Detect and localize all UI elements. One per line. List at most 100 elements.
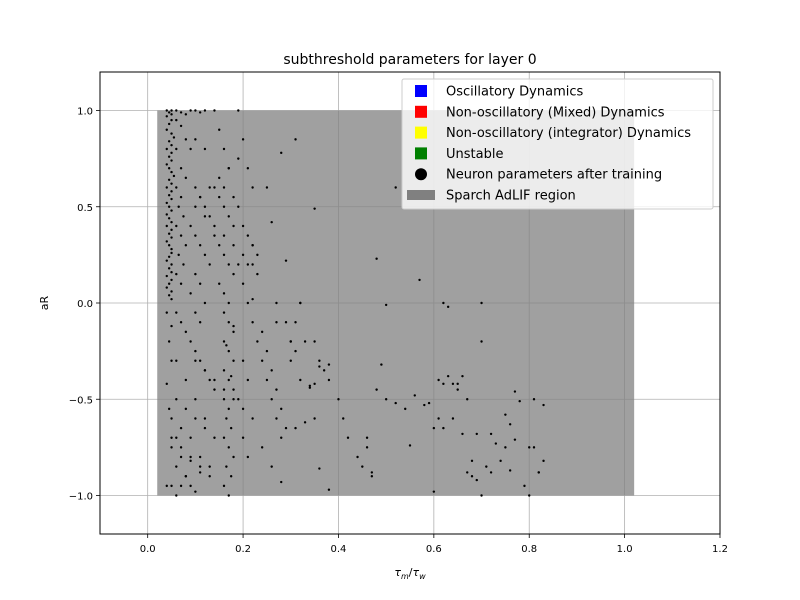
scatter-point: [175, 224, 178, 228]
scatter-point: [237, 398, 240, 401]
scatter-point: [370, 471, 374, 474]
scatter-point: [179, 455, 183, 459]
scatter-point: [284, 426, 288, 430]
scatter-point: [256, 253, 259, 257]
scatter-point: [194, 398, 197, 401]
scatter-point: [227, 167, 230, 170]
scatter-point: [451, 382, 455, 386]
scatter-point: [165, 259, 168, 262]
scatter-point: [423, 403, 426, 407]
scatter-point: [280, 480, 283, 484]
scatter-point: [175, 494, 178, 497]
scatter-point: [184, 330, 188, 334]
scatter-point: [275, 388, 278, 391]
x-tick-label: 1.0: [617, 544, 633, 555]
scatter-point: [175, 465, 178, 468]
scatter-point: [203, 253, 207, 257]
scatter-point: [513, 438, 517, 441]
scatter-point: [480, 301, 483, 305]
scatter-point: [237, 157, 240, 160]
scatter-point: [227, 321, 230, 324]
scatter-point: [208, 475, 211, 478]
scatter-point: [361, 465, 364, 468]
y-tick-label: −1.0: [69, 492, 93, 503]
scatter-point: [284, 321, 288, 324]
scatter-point: [189, 340, 192, 343]
scatter-point: [237, 205, 240, 208]
scatter-point: [198, 465, 202, 468]
scatter-point: [170, 197, 173, 201]
scatter-point: [227, 407, 230, 411]
scatter-point: [189, 109, 192, 112]
scatter-point: [342, 417, 345, 420]
scatter-point: [229, 426, 233, 430]
scatter-point: [532, 398, 536, 401]
scatter-point: [303, 421, 307, 424]
scatter-point: [175, 109, 178, 112]
scatter-point: [179, 195, 183, 199]
scatter-point: [189, 436, 192, 439]
y-tick-label: 1.0: [77, 107, 93, 118]
scatter-point: [179, 484, 183, 488]
scatter-point: [504, 446, 507, 449]
scatter-point: [251, 417, 254, 420]
scatter-point: [170, 446, 173, 449]
scatter-point: [313, 340, 316, 343]
scatter-point: [184, 176, 188, 180]
scatter-point: [322, 369, 326, 372]
y-tick-label: 0.5: [77, 203, 93, 214]
scatter-point: [408, 444, 412, 447]
scatter-point: [470, 459, 474, 463]
scatter-point: [203, 417, 207, 420]
scatter-point: [494, 442, 498, 445]
scatter-point: [170, 251, 173, 255]
scatter-point: [165, 286, 168, 289]
scatter-point: [225, 417, 228, 420]
scatter-point: [165, 115, 168, 118]
scatter-point: [432, 490, 436, 493]
legend-label: Sparch AdLIF region: [446, 189, 576, 204]
scatter-point: [508, 469, 512, 472]
scatter-point: [208, 263, 211, 266]
scatter-point: [256, 272, 259, 276]
scatter-point: [208, 186, 211, 189]
scatter-point: [318, 467, 321, 470]
scatter-point: [284, 259, 288, 262]
scatter-point: [170, 151, 173, 155]
scatter-point: [175, 436, 178, 439]
scatter-point: [542, 403, 545, 407]
scatter-point: [222, 205, 226, 208]
scatter-point: [170, 170, 173, 174]
scatter-point: [170, 132, 173, 135]
scatter-point: [189, 147, 192, 151]
scatter-point: [246, 234, 250, 237]
scatter-point: [198, 321, 202, 324]
scatter-point: [241, 253, 245, 257]
scatter-point: [370, 475, 374, 478]
scatter-point: [227, 215, 230, 218]
scatter-point: [165, 186, 168, 189]
scatter-point: [489, 471, 493, 474]
scatter-point: [542, 459, 545, 463]
scatter-point: [485, 465, 488, 468]
scatter-point: [167, 111, 171, 114]
scatter-point: [508, 423, 512, 426]
scatter-point: [294, 321, 297, 324]
scatter-point: [167, 244, 171, 247]
scatter-point: [167, 407, 171, 411]
scatter-point: [466, 398, 469, 401]
scatter-point: [275, 301, 278, 305]
legend-label: Oscillatory Dynamics: [446, 85, 584, 100]
scatter-point: [218, 244, 221, 247]
scatter-point: [194, 272, 197, 276]
scatter-point: [251, 186, 254, 189]
scatter-point: [203, 109, 207, 112]
scatter-point: [246, 263, 250, 266]
scatter-point: [289, 340, 292, 343]
scatter-point: [313, 382, 316, 386]
scatter-point: [198, 244, 202, 247]
scatter-point: [418, 278, 421, 282]
scatter-point: [167, 167, 171, 170]
scatter-point: [518, 399, 521, 403]
scatter-point: [241, 224, 245, 228]
